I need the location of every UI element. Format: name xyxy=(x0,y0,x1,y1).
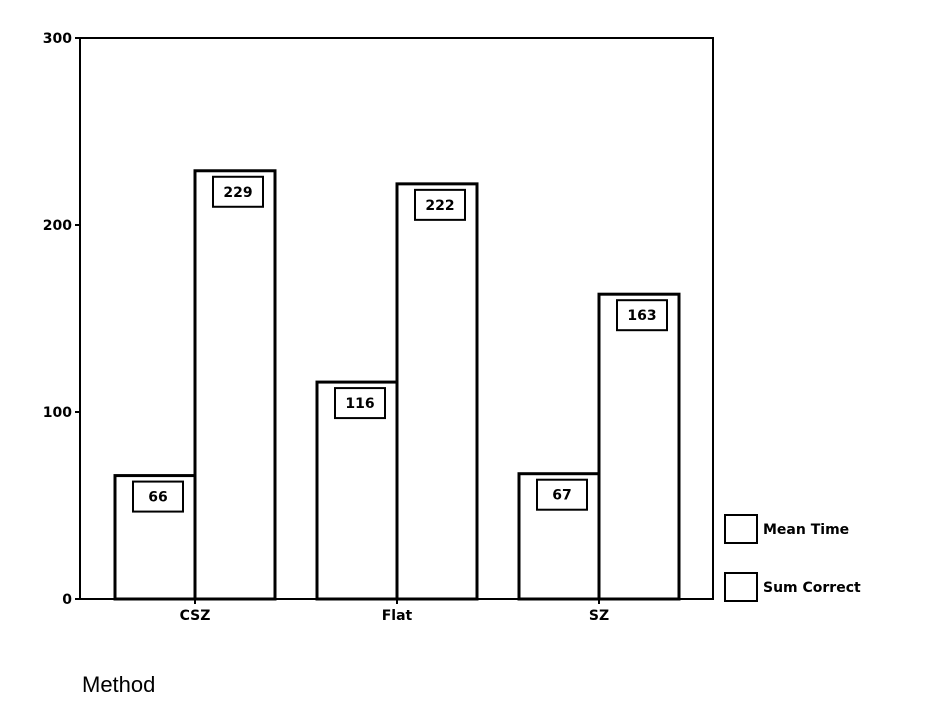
legend-swatch-sum-correct xyxy=(724,572,758,602)
legend-label-sum-correct: Sum Correct xyxy=(763,580,861,596)
bars: 66 229 116 222 67 163 xyxy=(113,169,681,601)
data-label-box-csz-sum-correct xyxy=(212,175,264,208)
x-tick-label-sz: SZ xyxy=(589,608,609,624)
data-label-csz-mean-time: 66 xyxy=(148,490,167,506)
x-tick-label-flat: Flat xyxy=(382,608,413,624)
data-label-flat-mean-time: 116 xyxy=(345,396,374,412)
y-tick-label-300: 300 xyxy=(43,31,72,47)
y-tick-label-0: 0 xyxy=(62,592,72,608)
bar-flat-sum-correct xyxy=(395,182,479,601)
data-label-flat-sum-correct: 222 xyxy=(425,198,454,214)
data-label-sz-sum-correct: 163 xyxy=(627,308,656,324)
y-axis: 0 100 200 300 xyxy=(43,31,80,608)
bar-sz-sum-correct xyxy=(597,292,681,601)
data-label-box-csz-mean-time xyxy=(132,480,184,513)
y-tick-label-100: 100 xyxy=(43,405,72,421)
data-label-sz-mean-time: 67 xyxy=(552,488,571,504)
data-label-box-flat-mean-time xyxy=(334,387,386,420)
data-label-box-flat-sum-correct xyxy=(414,188,466,221)
legend-label-mean-time: Mean Time xyxy=(763,522,849,538)
data-label-box-sz-sum-correct xyxy=(616,299,668,332)
legend: Mean Time Sum Correct xyxy=(724,514,861,602)
bar-csz-sum-correct xyxy=(193,169,277,601)
data-label-csz-sum-correct: 229 xyxy=(223,185,252,201)
legend-swatch-mean-time xyxy=(724,514,758,544)
data-label-box-sz-mean-time xyxy=(536,478,588,511)
y-tick-label-200: 200 xyxy=(43,218,72,234)
x-axis-title: Method xyxy=(82,672,155,697)
x-tick-label-csz: CSZ xyxy=(180,608,211,624)
x-axis: CSZ Flat SZ xyxy=(180,599,609,624)
